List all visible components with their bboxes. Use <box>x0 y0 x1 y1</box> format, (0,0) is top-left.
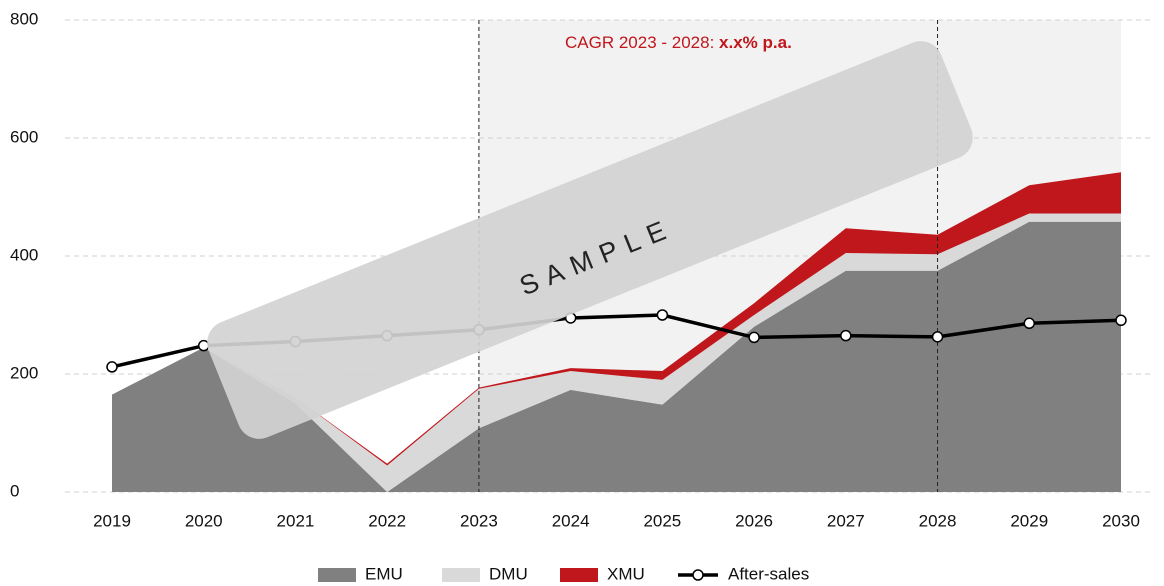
legend-swatch <box>560 568 598 582</box>
x-tick-label: 2024 <box>552 511 590 530</box>
point <box>1023 317 1036 330</box>
point <box>840 329 852 342</box>
legend-swatch <box>318 568 356 582</box>
y-tick-label: 800 <box>10 9 38 28</box>
x-tick-label: 2025 <box>643 511 681 530</box>
point <box>656 309 669 321</box>
point <box>931 331 944 343</box>
y-tick-label: 600 <box>10 127 38 146</box>
annotation: CAGR 2023 - 2028: x.x% p.a. <box>565 33 792 52</box>
y-tick-label: 0 <box>10 481 19 500</box>
legend-label: After-sales <box>728 564 809 583</box>
x-tick-label: 2030 <box>1102 511 1140 530</box>
x-tick-label: 2027 <box>827 511 865 530</box>
legend-point <box>692 569 704 581</box>
x-tick-label: 2028 <box>919 511 957 530</box>
y-tick-label: 200 <box>10 363 38 382</box>
x-tick-label: 2026 <box>735 511 773 530</box>
point <box>1115 314 1127 327</box>
annotation-bold: x.x% p.a. <box>719 33 792 52</box>
legend-label: EMU <box>365 564 403 583</box>
area <box>112 221 1121 492</box>
x-tick-label: 2021 <box>277 511 315 530</box>
x-tick-label: 2020 <box>185 511 223 530</box>
x-tick-label: 2023 <box>460 511 498 530</box>
area <box>112 172 1121 466</box>
y-tick-label: 400 <box>10 245 38 264</box>
point <box>106 361 118 373</box>
x-tick-label: 2029 <box>1010 511 1048 530</box>
annotation-text: CAGR 2023 - 2028: <box>565 33 719 52</box>
x-tick-label: 2019 <box>93 511 131 530</box>
watermark-band <box>207 41 973 439</box>
legend-label: XMU <box>607 564 645 583</box>
legend-label: DMU <box>489 564 528 583</box>
legend-swatch <box>442 568 480 582</box>
x-tick-label: 2022 <box>368 511 406 530</box>
point <box>748 331 760 344</box>
